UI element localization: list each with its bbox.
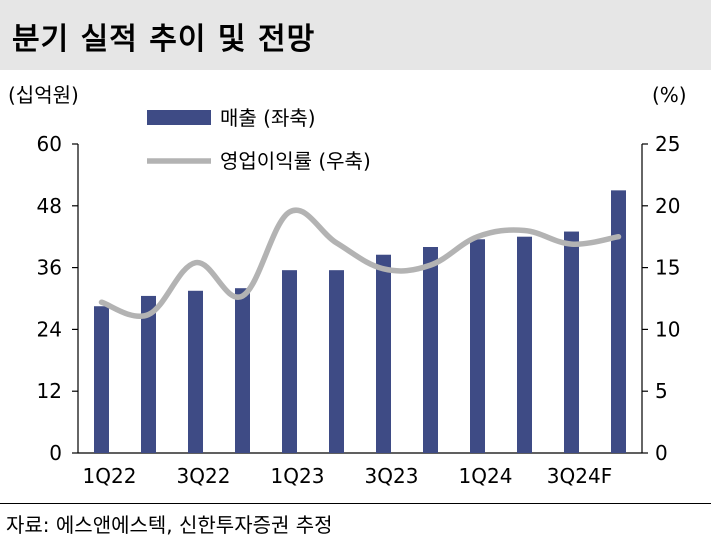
title-bar: 분기 실적 추이 및 전망 [0, 0, 711, 70]
right-tick-label: 0 [655, 441, 668, 465]
right-tick-label: 15 [655, 256, 680, 280]
right-tick-label: 25 [655, 132, 680, 156]
bar-2Q22 [141, 295, 156, 453]
legend-label-sales: 매출 (좌축) [220, 106, 316, 130]
line-operating-margin [98, 207, 622, 319]
x-tick-label: 1Q22 [83, 464, 137, 488]
x-tick-label: 3Q23 [365, 464, 419, 488]
bar-2Q23 [329, 270, 344, 453]
source-note: 자료: 에스앤에스텍, 신한투자증권 추정 [6, 513, 333, 537]
right-tick-label: 5 [655, 379, 668, 403]
bar-4Q23 [423, 247, 438, 453]
bar-4Q24F [611, 190, 626, 453]
left-tick-label: 48 [37, 194, 62, 218]
right-tick-label: 10 [655, 317, 680, 341]
right-tick-label: 20 [655, 194, 680, 218]
bar-1Q23 [282, 270, 297, 453]
left-tick-label: 12 [37, 379, 62, 403]
bar-4Q22 [235, 288, 250, 453]
bar-3Q22 [188, 290, 203, 453]
page-title: 분기 실적 추이 및 전망 [12, 22, 316, 57]
left-tick-label: 60 [37, 132, 62, 156]
x-tick-label: 1Q23 [271, 464, 325, 488]
left-tick-label: 36 [37, 256, 62, 280]
chart: 0 12 24 36 48 60 0 5 10 15 20 25 (십억원) (%) 1Q22 3Q22 1Q2… [8, 83, 687, 488]
legend-swatch-sales [147, 110, 211, 125]
legend-label-margin: 영업이익률 (우축) [220, 149, 371, 173]
bar-3Q24F [564, 231, 579, 453]
bar-1Q24 [470, 239, 485, 453]
left-tick-label: 0 [49, 441, 62, 465]
right-axis-unit: (%) [652, 83, 687, 107]
bar-3Q23 [376, 254, 391, 453]
source-divider [0, 503, 711, 504]
left-tick-label: 24 [37, 317, 62, 341]
x-tick-label: 1Q24 [459, 464, 513, 488]
bar-2Q24 [517, 236, 532, 453]
bar-1Q22 [94, 306, 109, 453]
x-tick-label: 3Q22 [177, 464, 231, 488]
left-axis-unit: (십억원) [8, 83, 79, 107]
x-tick-label: 3Q24F [547, 464, 612, 488]
